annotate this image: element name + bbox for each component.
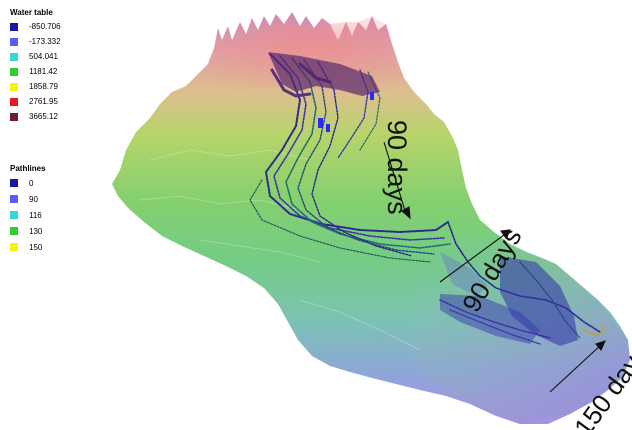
pathlines-legend-title: Pathlines [10,164,46,173]
travel-time-label-upper: 90 days [382,120,412,215]
watermark-badge: AI [431,9,453,23]
legend-swatch [10,112,18,121]
legend-item: 116 [10,207,46,223]
legend-label: 90 [29,194,38,204]
legend-swatch [10,22,18,31]
legend-label: 116 [29,210,42,220]
legend-item: 1858.79 [10,79,61,94]
legend-label: -173.332 [29,37,61,46]
legend-item: 150 [10,239,46,255]
legend-item: 504.041 [10,49,61,64]
legend-label: 3665.12 [29,112,58,121]
legend-swatch [10,67,18,76]
legend-item: 1181.42 [10,64,61,79]
legend-item: 0 [10,175,46,191]
legend-swatch [10,227,18,235]
legend-label: 1858.79 [29,82,58,91]
legend-label: 2761.95 [29,97,58,106]
legend-item: -850.706 [10,19,61,34]
legend-label: -850.706 [29,22,61,31]
legend-label: 0 [29,178,34,188]
legend-swatch [10,195,18,203]
legend-swatch [10,97,18,106]
legend-label: 150 [29,242,43,252]
legend-label: 1181.42 [29,67,58,76]
water-table-legend-title: Water table [10,8,53,17]
legend-item: -173.332 [10,34,61,49]
legend-item: 90 [10,191,46,207]
legend-swatch [10,82,18,91]
legend-swatch [10,243,18,251]
legend-swatch [10,52,18,61]
legend-swatch [10,37,18,46]
legend-item: 130 [10,223,46,239]
water-table-legend: Water table -850.706 -173.332 504.041 11… [10,8,61,124]
legend-label: 130 [29,226,43,236]
legend-swatch [10,211,18,219]
pathlines-legend: Pathlines 0 90 116 130 150 [10,164,46,255]
legend-item: 3665.12 [10,109,61,124]
legend-swatch [10,179,18,187]
legend-item: 2761.95 [10,94,61,109]
legend-label: 504.041 [29,52,58,61]
